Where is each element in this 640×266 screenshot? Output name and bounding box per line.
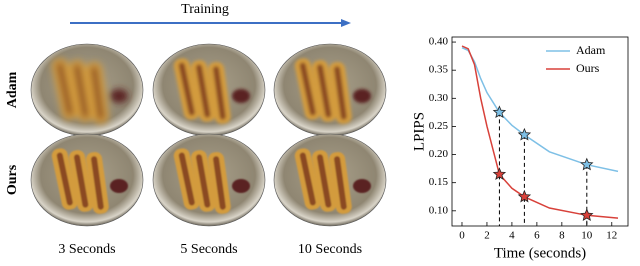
y-tick-label: 0.25 [429, 120, 449, 132]
sauce [232, 179, 250, 193]
star-marker [517, 189, 532, 203]
sausage [74, 64, 89, 118]
star-marker [517, 127, 532, 141]
sausage [299, 152, 316, 206]
food [173, 58, 250, 124]
x-tick-label: 0 [459, 230, 465, 242]
row-label: Adam [5, 71, 20, 108]
star-marker [580, 208, 594, 222]
star-marker [492, 167, 507, 180]
plot-frame [451, 36, 629, 227]
y-tick-label: 0.30 [429, 92, 449, 104]
legend-label: Ours [576, 61, 600, 75]
sausage [213, 156, 226, 210]
food [51, 58, 128, 124]
sausage [299, 62, 316, 116]
sausage [56, 152, 73, 206]
plate-image [30, 133, 144, 227]
y-tick-label: 0.20 [429, 148, 449, 160]
sausage [213, 66, 226, 120]
plate-image [273, 43, 387, 137]
sauce [110, 89, 128, 103]
column-label: 10 Seconds [298, 242, 362, 257]
star-marker [580, 157, 594, 171]
food [51, 148, 128, 214]
y-axis-label: LPIPS [411, 112, 427, 151]
y-tick-label: 0.15 [429, 176, 449, 188]
sausage [178, 152, 195, 206]
sausage [74, 154, 89, 208]
legend-label: Adam [576, 43, 606, 57]
food [294, 148, 371, 214]
arrow-label: Training [181, 2, 229, 17]
column-label: 5 Seconds [180, 242, 237, 257]
x-tick-label: 4 [509, 230, 515, 242]
sausage [178, 62, 195, 116]
x-tick-label: 8 [559, 230, 565, 242]
y-tick-label: 0.40 [429, 36, 449, 48]
sausage [91, 66, 104, 120]
sausage [317, 64, 332, 118]
row-label: Ours [5, 164, 20, 195]
sausage [91, 156, 104, 210]
food [294, 58, 371, 124]
sausage [56, 62, 73, 116]
sauce [110, 179, 128, 193]
x-tick-label: 10 [581, 230, 593, 242]
plate-image [30, 43, 144, 137]
sausage [196, 154, 211, 208]
sausage [334, 156, 347, 210]
sauce [353, 89, 371, 103]
column-label: 3 Seconds [58, 242, 115, 257]
sauce [353, 179, 371, 193]
x-tick-label: 6 [534, 230, 540, 242]
arrow-head [341, 19, 351, 27]
y-tick-label: 0.10 [429, 204, 449, 216]
star-marker [492, 105, 507, 119]
sausage [334, 66, 347, 120]
plate-image [273, 133, 387, 227]
plate-image [152, 133, 266, 227]
sauce [232, 89, 250, 103]
x-axis-label: Time (seconds) [494, 245, 586, 261]
sausage [196, 64, 211, 118]
x-tick-label: 2 [484, 230, 490, 242]
chart: 0.10 0.15 0.20 0.25 0.30 0.35 0.40 0 2 4 6 8 10 12 Tim… [411, 36, 629, 261]
x-tick-label: 12 [606, 230, 617, 242]
y-tick-label: 0.35 [429, 64, 449, 76]
food [173, 148, 250, 214]
sausage [317, 154, 332, 208]
plate-image [152, 43, 266, 137]
image-grid [30, 43, 387, 227]
